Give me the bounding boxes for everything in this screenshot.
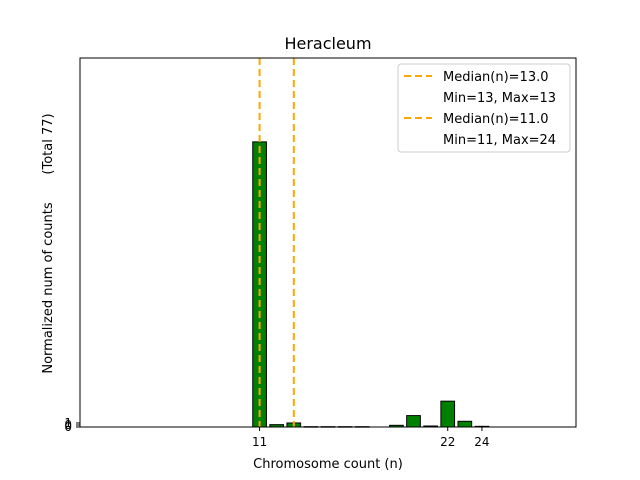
y-tick-label: 1 [64,416,72,430]
chart-title: Heracleum [284,34,371,53]
legend-entry-label: Median(n)=13.0 [443,70,549,85]
legend-box [397,63,571,153]
legend-entry-label: Median(n)=11.0 [443,112,549,127]
median-lines-group [258,58,295,427]
x-tick-label: 22 [440,435,455,449]
x-axis-label: Chromosome count (n) [253,457,403,472]
y-tick-label: 0 [64,420,72,434]
legend: Median(n)=13.0 Min=13, Max=13 Median(n)=11… [397,63,571,153]
y-axis-label: Normalized num of counts [41,202,56,373]
legend-entry-label: Min=11, Max=24 [443,133,556,148]
bar-n20 [406,415,421,428]
y-axis-total-label: (Total 77) [41,113,56,174]
bar-n22 [440,400,456,428]
bar-n23 [457,420,473,428]
legend-entry-label: Min=13, Max=13 [443,91,556,106]
y-ticks-group: 001 [64,416,80,434]
y-tick-label: 0 [64,418,72,432]
x-tick-label: 24 [474,435,489,449]
axes-frame [79,57,577,428]
x-tick-label: 11 [252,435,267,449]
x-ticks-group: 11 22 24 [252,427,490,449]
